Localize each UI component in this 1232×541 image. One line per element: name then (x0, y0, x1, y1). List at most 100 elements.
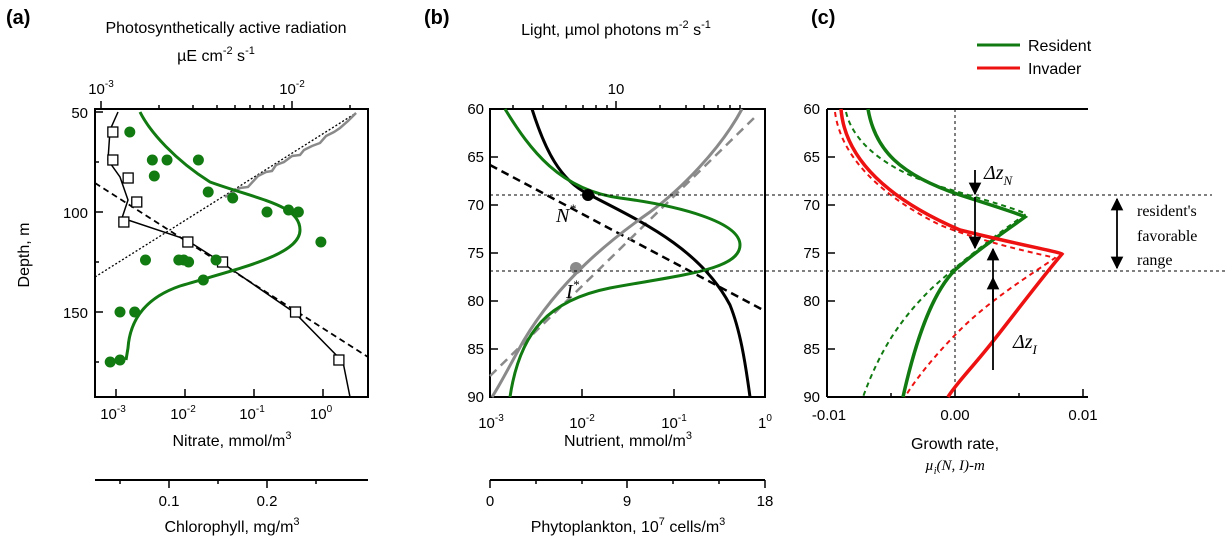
panel-a-chl-tick-1: 0.1 (159, 493, 180, 510)
panel-b-phyto-tick-9: 9 (623, 493, 631, 510)
favorable-range-line1: resident's (1137, 203, 1197, 220)
panel-a-top-tick-marks (100, 101, 351, 109)
panel-c-x-tick-neg: -0.01 (812, 407, 846, 424)
panel-c-resident-dashed (845, 111, 1028, 398)
panel-b-phyto-tick-marks (489, 480, 766, 488)
chlorophyll-point (227, 192, 239, 204)
nitrate-point (122, 172, 134, 184)
chlorophyll-point (104, 356, 116, 368)
panel-b-y-tick-80: 80 (467, 293, 484, 310)
nitrate-point (289, 306, 302, 318)
panel-b-phyto-tick-0: 0 (486, 493, 494, 510)
panel-c-y-tick-60: 60 (803, 101, 820, 118)
panel-a-nitrate-line (107, 111, 351, 398)
panel-b-bottom-tick-marks (489, 389, 766, 397)
chlorophyll-point (148, 170, 160, 182)
panel-b-y-tick-75: 75 (467, 245, 484, 262)
panel-label-c: (c) (811, 7, 835, 29)
legend-resident-label: Resident (1028, 38, 1092, 55)
panel-a-x-tick-1: 10-3 (100, 404, 126, 423)
panel-a-par-measured-line (224, 112, 357, 199)
chlorophyll-point (192, 154, 204, 166)
panel-a-chl-tick-2: 0.2 (257, 493, 278, 510)
panel-label-a: (a) (6, 7, 30, 29)
panel-b-n-star-label: N* (555, 201, 576, 227)
panel-c-y-tick-85: 85 (803, 341, 820, 358)
panel-a-par-fit-line (94, 112, 357, 278)
chlorophyll-point (146, 154, 158, 166)
panel-c-x-tick-zero: 0.00 (940, 407, 969, 424)
panel-c-y-tick-marks (827, 108, 835, 398)
chlorophyll-point (114, 354, 126, 366)
panel-a-x-tick-2: 10-2 (170, 404, 196, 423)
panel-a-top-axis-unit: µE cm-2 s-1 (177, 45, 255, 65)
legend-invader-label: Invader (1028, 61, 1082, 78)
chlorophyll-point (114, 306, 126, 318)
panel-c-x-tick-marks (826, 389, 1084, 397)
panel-c-resident-curve (866, 108, 1029, 398)
panel-c-invader-curve (839, 108, 1065, 398)
panel-c: (c) Resident Invader 60 65 70 75 80 85 9… (803, 7, 1197, 477)
panel-b-i-star-point (570, 262, 582, 274)
panel-a-chl-tick-marks (119, 480, 317, 488)
panel-b-y-tick-marks (490, 108, 498, 398)
panel-a-top-tick-1: 10-3 (88, 79, 114, 98)
panel-a-x-label: Nitrate, mmol/m3 (172, 430, 291, 450)
panel-b-phyto-tick-18: 18 (757, 493, 774, 510)
panel-b-y-tick-70: 70 (467, 197, 484, 214)
panel-b-y-tick-90: 90 (467, 389, 484, 406)
panel-c-invader-dashed (834, 111, 1058, 398)
panel-a-x-tick-3: 10-1 (239, 404, 265, 423)
nitrate-point (333, 354, 345, 366)
panel-b-x-tick-3: 10-1 (661, 413, 687, 432)
panel-b-x-tick-1: 10-3 (478, 413, 504, 432)
panel-b-nutrient-curve (530, 108, 752, 398)
panel-b-phyto-label: Phytoplankton, 107 cells/m3 (531, 516, 726, 536)
chlorophyll-point (210, 254, 222, 266)
panel-a-y-tick-50: 50 (71, 105, 88, 122)
panel-c-y-tick-80: 80 (803, 293, 820, 310)
nitrate-point (107, 154, 119, 166)
panel-a-chl-label: Chlorophyll, mg/m3 (164, 516, 299, 536)
nitrate-point (107, 126, 119, 138)
chlorophyll-point (161, 154, 173, 166)
chlorophyll-point (139, 254, 151, 266)
favorable-range-line2: favorable (1137, 228, 1197, 245)
panel-b-nutrient-fit-line (489, 163, 766, 313)
panel-a-y-tick-150: 150 (63, 305, 88, 322)
chlorophyll-point (197, 274, 209, 286)
dz-i-label: ΔzI (1012, 331, 1038, 357)
nitrate-point (131, 196, 143, 208)
panel-label-b: (b) (424, 7, 450, 29)
panel-c-y-tick-90: 90 (803, 389, 820, 406)
panel-c-y-tick-65: 65 (803, 149, 820, 166)
panel-a-y-label: Depth, m (16, 223, 33, 288)
panel-a-top-axis-label: Photosynthetically active radiation (105, 20, 346, 37)
panel-c-y-tick-75: 75 (803, 245, 820, 262)
panel-b-y-tick-60: 60 (467, 101, 484, 118)
panel-a: (a) Photosynthetically active radiation … (6, 7, 369, 536)
panel-b-i-star-label: I* (565, 277, 580, 303)
panel-b-top-tick-marks (512, 101, 741, 109)
chlorophyll-point (261, 206, 273, 218)
panel-b-x-label: Nutrient, mmol/m3 (564, 430, 692, 450)
nitrate-point (118, 216, 130, 228)
panel-a-y-tick-100: 100 (63, 205, 88, 222)
panel-b-y-tick-85: 85 (467, 341, 484, 358)
panel-b-x-tick-2: 10-2 (569, 413, 595, 432)
panel-a-points-group (104, 126, 345, 368)
dz-n-label: ΔzN (983, 162, 1014, 188)
panel-a-x-tick-4: 100 (310, 404, 333, 423)
panel-b-phytoplankton-curve (503, 108, 742, 398)
panel-a-top-tick-2: 10-2 (279, 79, 305, 98)
panel-c-y-tick-70: 70 (803, 197, 820, 214)
panel-b-top-tick-10: 10 (608, 81, 625, 98)
panel-a-bottom-tick-marks (115, 389, 324, 397)
panel-c-x-label-line2: µi(N, I)-m (925, 458, 985, 477)
chlorophyll-point (183, 256, 195, 268)
chlorophyll-point (315, 236, 327, 248)
panel-c-x-label-line1: Growth rate, (911, 436, 999, 453)
panel-a-y-tick-marks (95, 111, 103, 363)
chlorophyll-point (283, 204, 295, 216)
